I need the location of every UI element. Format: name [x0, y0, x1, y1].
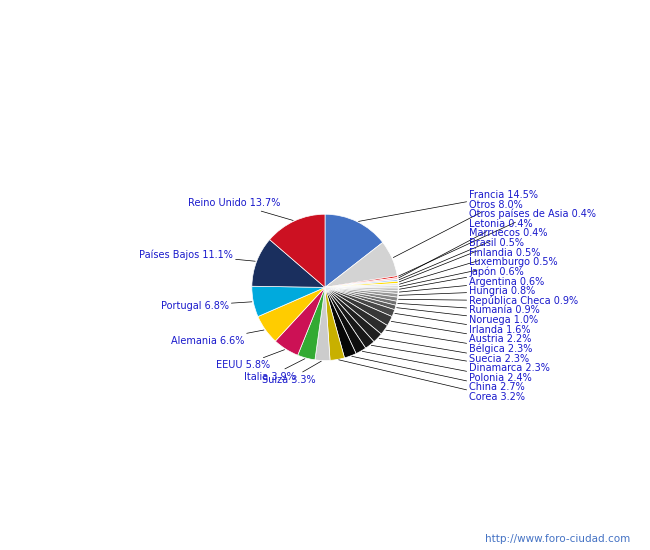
Wedge shape	[325, 287, 382, 342]
Wedge shape	[258, 287, 325, 341]
Text: China 2.7%: China 2.7%	[352, 356, 525, 393]
Text: Suiza 3.3%: Suiza 3.3%	[263, 361, 321, 384]
Wedge shape	[325, 287, 356, 358]
Text: Noruega 1.0%: Noruega 1.0%	[396, 307, 538, 325]
Wedge shape	[325, 243, 397, 287]
Text: Bélgica 2.3%: Bélgica 2.3%	[386, 330, 533, 354]
Text: Austria 2.2%: Austria 2.2%	[391, 321, 532, 344]
Text: Países Bajos 11.1%: Países Bajos 11.1%	[139, 249, 255, 261]
Text: Corea 3.2%: Corea 3.2%	[339, 360, 525, 402]
Wedge shape	[325, 287, 398, 301]
Wedge shape	[325, 287, 398, 294]
Text: Reino Unido 13.7%: Reino Unido 13.7%	[188, 199, 293, 221]
Wedge shape	[325, 281, 398, 287]
Text: Luxemburgo 0.5%: Luxemburgo 0.5%	[400, 257, 558, 287]
Text: Irlanda 1.6%: Irlanda 1.6%	[395, 314, 531, 335]
Wedge shape	[325, 279, 398, 287]
Wedge shape	[325, 286, 398, 288]
Wedge shape	[325, 287, 392, 326]
Wedge shape	[325, 276, 398, 287]
Text: Portugal 6.8%: Portugal 6.8%	[161, 300, 252, 311]
Wedge shape	[325, 214, 383, 287]
Wedge shape	[315, 287, 330, 361]
Text: Polonia 2.4%: Polonia 2.4%	[362, 351, 532, 383]
Text: Alemania 6.6%: Alemania 6.6%	[170, 330, 264, 346]
Wedge shape	[270, 214, 325, 287]
Text: Otros 8.0%: Otros 8.0%	[393, 200, 523, 257]
Text: Marruecos 0.4%: Marruecos 0.4%	[399, 228, 548, 280]
Text: Finlandia 0.5%: Finlandia 0.5%	[400, 248, 541, 284]
Text: Hungria 0.8%: Hungria 0.8%	[399, 286, 536, 296]
Wedge shape	[325, 287, 398, 291]
Wedge shape	[298, 287, 325, 360]
Wedge shape	[252, 240, 325, 287]
Wedge shape	[325, 278, 398, 287]
Text: Italia 3.9%: Italia 3.9%	[244, 359, 305, 382]
Text: Dinamarca 2.3%: Dinamarca 2.3%	[371, 345, 551, 373]
Wedge shape	[325, 287, 344, 360]
Text: Francia 14.5%: Francia 14.5%	[359, 190, 538, 222]
Text: Ronda - Turistas extranjeros según país - Octubre de 2024: Ronda - Turistas extranjeros según país …	[83, 14, 567, 32]
Wedge shape	[325, 287, 395, 317]
Text: Rumanía 0.9%: Rumanía 0.9%	[398, 304, 540, 316]
Text: Letonia 0.4%: Letonia 0.4%	[399, 219, 533, 278]
Wedge shape	[325, 287, 396, 310]
Wedge shape	[252, 286, 325, 317]
Wedge shape	[325, 287, 387, 334]
Wedge shape	[325, 283, 398, 287]
Text: http://www.foro-ciudad.com: http://www.foro-ciudad.com	[486, 534, 630, 544]
Text: República Checa 0.9%: República Checa 0.9%	[398, 295, 578, 306]
Wedge shape	[325, 287, 374, 348]
Wedge shape	[325, 287, 398, 297]
Wedge shape	[325, 287, 366, 354]
Text: EEUU 5.8%: EEUU 5.8%	[216, 350, 285, 371]
Text: Argentina 0.6%: Argentina 0.6%	[399, 277, 545, 292]
Text: Suecia 2.3%: Suecia 2.3%	[379, 338, 530, 364]
Text: Japón 0.6%: Japón 0.6%	[400, 267, 524, 289]
Wedge shape	[325, 287, 396, 305]
Text: Otros países de Asia 0.4%: Otros países de Asia 0.4%	[398, 209, 597, 276]
Wedge shape	[276, 287, 325, 355]
Text: Brasil 0.5%: Brasil 0.5%	[399, 238, 525, 282]
